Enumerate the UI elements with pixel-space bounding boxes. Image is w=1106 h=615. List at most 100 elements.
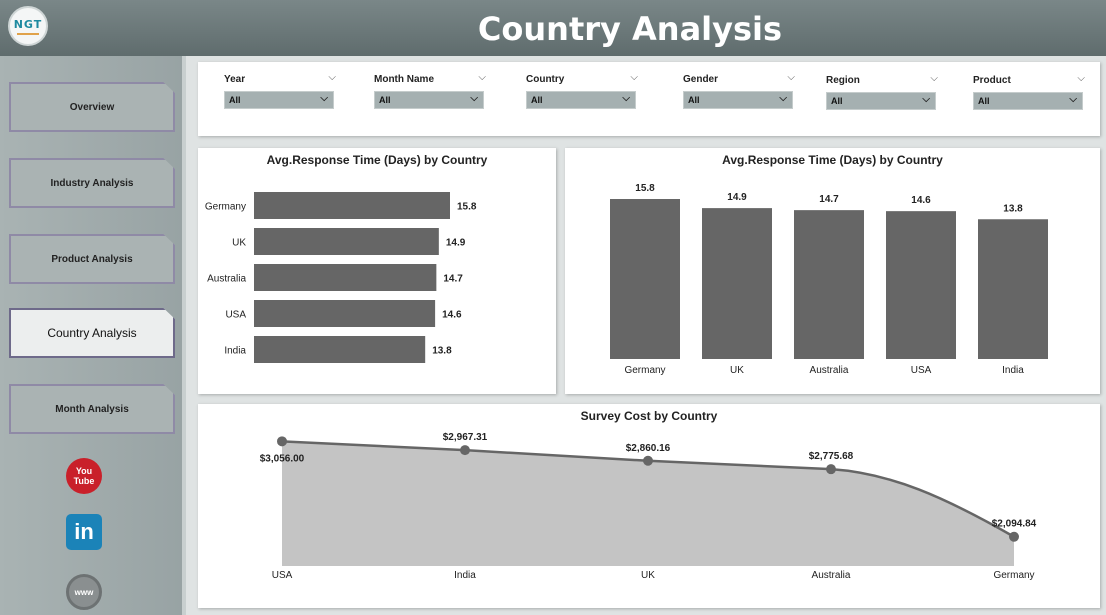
category-label: USA: [225, 310, 246, 321]
category-label: USA: [911, 365, 932, 376]
website-icon-text: www: [74, 587, 94, 597]
chart-title: Survey Cost by Country: [580, 409, 718, 423]
dropdown-arrow-icon[interactable]: ⌵: [922, 94, 930, 105]
linkedin-icon-text: in: [74, 519, 94, 544]
dropdown-arrow-icon[interactable]: ⌵: [779, 93, 787, 104]
category-label: Australia: [810, 365, 849, 376]
chart-title: Avg.Response Time (Days) by Country: [266, 153, 488, 167]
data-label: $2,775.68: [809, 451, 854, 462]
data-label: 15.8: [457, 202, 477, 213]
product-filter-label: Product: [973, 75, 1011, 86]
data-point: [643, 455, 653, 466]
bar: [254, 264, 437, 291]
gender-filter[interactable]: Gender ⌵ All ⌵: [683, 72, 795, 109]
data-label: $2,860.16: [626, 443, 671, 454]
category-label: Australia: [207, 274, 246, 285]
data-label: $2,967.31: [443, 432, 488, 443]
vertical-bar-chart-svg: 15.8 Germany 14.9 UK 14.7 Australia 14.6 USA 13.…: [610, 183, 1048, 376]
chevron-down-icon[interactable]: ⌵: [328, 72, 336, 83]
dropdown-arrow-icon[interactable]: ⌵: [1069, 94, 1077, 105]
data-label: $3,056.00: [260, 453, 305, 464]
data-label: 14.6: [911, 195, 931, 206]
nav-product-analysis-button[interactable]: Product Analysis: [9, 234, 175, 284]
survey-cost-area-chart: Survey Cost by Country $3,056.00 USA $2,96…: [198, 404, 1100, 608]
year-filter[interactable]: Year ⌵ All ⌵: [224, 72, 336, 109]
year-select-value: All: [229, 95, 241, 105]
horizontal-bar-chart-svg: Germany 15.8 UK 14.9 Australia 14.7 USA 14.6 Ind…: [205, 192, 477, 363]
region-select-value: All: [831, 96, 843, 106]
category-label: Australia: [812, 570, 851, 581]
year-select[interactable]: All ⌵: [224, 91, 334, 109]
website-globe-icon[interactable]: www: [66, 574, 102, 610]
nav-month-analysis-button[interactable]: Month Analysis: [9, 384, 175, 434]
data-label: 13.8: [432, 346, 452, 357]
category-label: India: [224, 346, 246, 357]
logo-underline: [17, 32, 39, 35]
category-label: USA: [272, 570, 293, 581]
company-logo: NGT: [8, 6, 48, 46]
bar: [254, 336, 426, 363]
product-select-value: All: [978, 96, 990, 106]
bar: [978, 219, 1048, 359]
bar: [254, 192, 450, 219]
chevron-down-icon[interactable]: ⌵: [1077, 73, 1085, 84]
month-name-select-value: All: [379, 95, 391, 105]
data-label: 14.9: [727, 192, 747, 203]
bar: [254, 228, 439, 255]
month-name-select[interactable]: All ⌵: [374, 91, 484, 109]
month-name-filter[interactable]: Month Name ⌵ All ⌵: [374, 72, 486, 109]
chevron-down-icon[interactable]: ⌵: [630, 72, 638, 83]
chart-title: Avg.Response Time (Days) by Country: [722, 153, 943, 167]
category-label: Germany: [993, 570, 1034, 581]
area-chart-svg: $3,056.00 USA $2,967.31 India $2,860.16 UK $2,…: [260, 432, 1037, 581]
country-filter-label: Country: [526, 74, 565, 85]
linkedin-icon[interactable]: in: [66, 514, 102, 550]
youtube-icon-text-top: You: [75, 466, 93, 476]
nav-country-analysis-button[interactable]: Country Analysis: [9, 308, 175, 358]
region-filter-label: Region: [826, 75, 860, 86]
region-select[interactable]: All ⌵: [826, 92, 936, 110]
region-filter[interactable]: Region ⌵ All ⌵: [826, 73, 938, 110]
bar: [702, 208, 772, 359]
nav-overview-button[interactable]: Overview: [9, 82, 175, 132]
bar: [886, 211, 956, 359]
bar: [610, 199, 680, 359]
youtube-icon-text-bottom: Tube: [73, 476, 95, 486]
chevron-down-icon[interactable]: ⌵: [478, 72, 486, 83]
youtube-icon[interactable]: You Tube: [66, 458, 102, 494]
chevron-down-icon[interactable]: ⌵: [930, 73, 938, 84]
category-label: UK: [730, 365, 744, 376]
data-label: 14.6: [442, 310, 462, 321]
category-label: Germany: [624, 365, 665, 376]
data-label: 14.7: [443, 274, 463, 285]
dropdown-arrow-icon[interactable]: ⌵: [320, 93, 328, 104]
dropdown-arrow-icon[interactable]: ⌵: [470, 93, 478, 104]
product-filter[interactable]: Product ⌵ All ⌵: [973, 73, 1085, 110]
response-time-vertical-bar-chart: Avg.Response Time (Days) by Country 15.8…: [565, 148, 1100, 394]
gender-filter-label: Gender: [683, 74, 719, 85]
category-label: UK: [641, 570, 655, 581]
month-name-filter-label: Month Name: [374, 74, 434, 85]
country-select[interactable]: All ⌵: [526, 91, 636, 109]
gender-select-value: All: [688, 95, 700, 105]
data-label: 14.7: [819, 194, 839, 205]
response-time-horizontal-bar-chart: Avg.Response Time (Days) by Country Germ…: [198, 148, 556, 394]
nav-industry-analysis-button[interactable]: Industry Analysis: [9, 158, 175, 208]
category-label: UK: [232, 238, 246, 249]
bar: [794, 210, 864, 359]
country-filter[interactable]: Country ⌵ All ⌵: [526, 72, 638, 109]
chevron-down-icon[interactable]: ⌵: [787, 72, 795, 83]
dropdown-arrow-icon[interactable]: ⌵: [622, 93, 630, 104]
header-bar: NGT Country Analysis: [0, 0, 1106, 56]
data-label: 15.8: [635, 183, 655, 194]
product-select[interactable]: All ⌵: [973, 92, 1083, 110]
logo-text: NGT: [13, 17, 43, 31]
data-label: $2,094.84: [992, 519, 1037, 530]
category-label: India: [1002, 365, 1024, 376]
data-label: 14.9: [446, 238, 466, 249]
filter-panel: Year ⌵ All ⌵ Month Name ⌵ All ⌵ Country ⌵ …: [198, 62, 1100, 136]
page-title: Country Analysis: [477, 10, 783, 48]
gender-select[interactable]: All ⌵: [683, 91, 793, 109]
data-point: [460, 445, 470, 456]
category-label: India: [454, 570, 476, 581]
